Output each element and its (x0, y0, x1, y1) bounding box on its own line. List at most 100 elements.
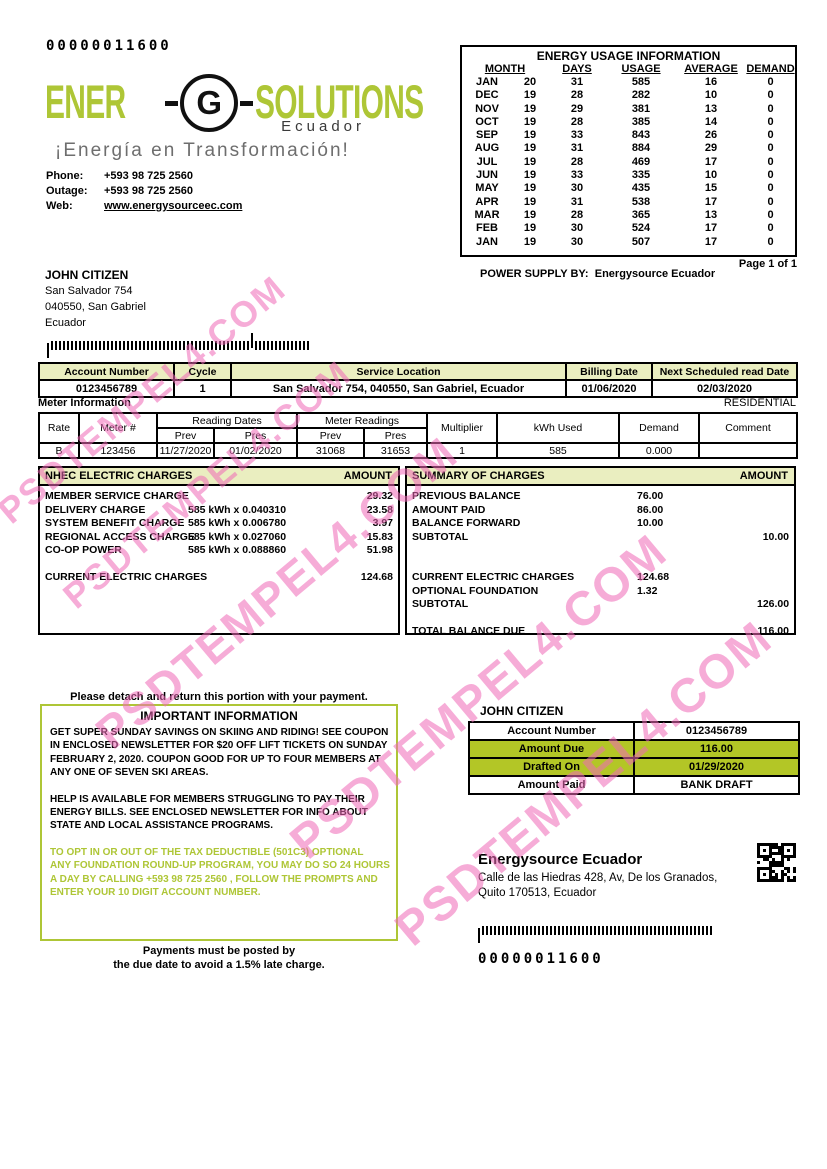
qr-cell (757, 849, 760, 852)
usage-value-cell: 30 (570, 182, 584, 195)
charge-cell-c2: 15.83 (366, 530, 393, 543)
usage-header-demand: DEMAND (746, 63, 795, 75)
barcode-bar (590, 925, 592, 935)
barcode-bar (478, 927, 480, 943)
charge-cell-c0: REGIONAL ACCESS CHARGE (45, 530, 195, 543)
barcode-bar (239, 341, 241, 350)
qr-cell (775, 852, 778, 855)
charge-cell-c1 (637, 625, 757, 639)
barcode-bar (634, 925, 636, 935)
usage-value-cell: 13 (704, 102, 718, 115)
barcode-bar (211, 341, 213, 350)
usage-month-cell: JUN (475, 169, 498, 182)
qr-cell (778, 879, 781, 882)
usage-value-cell: 28 (570, 155, 584, 168)
qr-cell (781, 873, 784, 876)
account-header-cell: Billing Date (565, 362, 653, 381)
barcode-bar (706, 925, 708, 935)
charge-cell-c2: 126.00 (757, 598, 790, 610)
qr-cell (781, 864, 784, 867)
usage-value-cell: 524 (631, 222, 651, 235)
important-info-line: STATE AND LOCAL ASSISTANCE PROGRAMS. (50, 820, 273, 832)
barcode-bar (227, 341, 229, 350)
power-supply-value: Energysource Ecuador (594, 268, 716, 280)
important-information-title: IMPORTANT INFORMATION (140, 709, 298, 723)
barcode-bar (630, 925, 632, 935)
summary-charges-amount-label: AMOUNT (739, 470, 788, 482)
qr-cell (757, 867, 760, 870)
barcode-bar (682, 925, 684, 935)
usage-value-cell: 0 (767, 155, 774, 168)
charge-cell-c0: BALANCE FORWARD (412, 517, 521, 529)
barcode-bar (71, 341, 73, 350)
important-info-paragraph: HELP IS AVAILABLE FOR MEMBERS STRUGGLING… (50, 793, 388, 833)
qr-cell (787, 858, 790, 861)
qr-cell (787, 870, 790, 873)
usage-value-cell: 19 (523, 235, 537, 248)
logo-g-circle-icon: G (180, 74, 239, 132)
usage-month-cell: MAR (474, 208, 500, 221)
qr-cell (769, 849, 772, 852)
document-number-bottom: 00000011600 (478, 951, 604, 967)
important-information-box: IMPORTANT INFORMATION GET SUPER SUNDAY S… (40, 704, 398, 941)
account-header-cell: Account Number (38, 362, 175, 381)
qr-cell (766, 843, 769, 846)
barcode-bar (510, 925, 512, 935)
usage-value-cell: 19 (523, 129, 537, 142)
qr-cell (787, 867, 790, 870)
barcode-bar (642, 925, 644, 935)
meter-comment-value (698, 442, 798, 459)
usage-table-title: ENERGY USAGE INFORMATION (536, 49, 721, 63)
customer-address-line: San Salvador 754 (45, 285, 133, 297)
stub-value-cell: 01/29/2020 (633, 757, 800, 777)
charge-cell-c2: 3.97 (372, 517, 393, 529)
usage-value-cell: 365 (631, 208, 651, 221)
charge-cell-c2 (757, 585, 794, 599)
qr-cell (757, 879, 760, 882)
meter-header-multiplier: Multiplier (426, 412, 498, 444)
usage-value-cell: 33 (570, 129, 584, 142)
barcode-bar (115, 341, 117, 350)
account-value-cell: 01/06/2020 (565, 379, 653, 398)
qr-cell (766, 867, 769, 870)
barcode-bar (566, 925, 568, 935)
charge-cell-c1: 585 kWh x 0.027060 (188, 530, 287, 543)
barcode-bar (219, 341, 221, 350)
charge-cell-c0: SUBTOTAL (412, 598, 469, 610)
barcode-bar (626, 925, 628, 935)
barcode-bar (283, 341, 285, 350)
qr-cell (763, 867, 766, 870)
power-supply-line: POWER SUPPLY BY: Energysource Ecuador (480, 268, 715, 280)
usage-value-cell: 30 (570, 222, 584, 235)
qr-cell (793, 852, 796, 855)
electric-charge-row: CURRENT ELECTRIC CHARGES 124.68 (40, 571, 398, 585)
account-value-cell: 0123456789 (38, 379, 175, 398)
website-link[interactable]: www.energysourceec.com (104, 200, 243, 212)
barcode-bar (79, 341, 81, 350)
charge-cell-c1: 1.32 (637, 584, 658, 597)
charge-cell-c2: 10.00 (762, 530, 789, 543)
meter-header-rate: Rate (38, 412, 80, 444)
qr-cell (769, 876, 772, 879)
qr-cell (784, 843, 787, 846)
barcode-bar (259, 341, 261, 350)
barcode-bar (690, 925, 692, 935)
qr-cell (757, 846, 760, 849)
usage-value-cell: 0 (767, 129, 774, 142)
meter-multiplier-value: 1 (426, 442, 498, 459)
qr-cell (763, 879, 766, 882)
barcode-bar (506, 925, 508, 935)
qr-cell (775, 876, 778, 879)
meter-information-label: Meter Information (38, 397, 131, 409)
qr-cell (781, 849, 784, 852)
charge-cell-c2 (757, 504, 794, 518)
qr-cell (787, 849, 790, 852)
barcode-bar (55, 341, 57, 350)
meter-subheader-pres: Pres (363, 427, 428, 444)
stub-label-cell: Drafted On (468, 757, 635, 777)
qr-cell (760, 855, 763, 858)
barcode-bar (558, 925, 560, 935)
barcode-bar (670, 925, 672, 935)
meter-header-comment: Comment (698, 412, 798, 444)
usage-value-cell: 19 (523, 115, 537, 128)
